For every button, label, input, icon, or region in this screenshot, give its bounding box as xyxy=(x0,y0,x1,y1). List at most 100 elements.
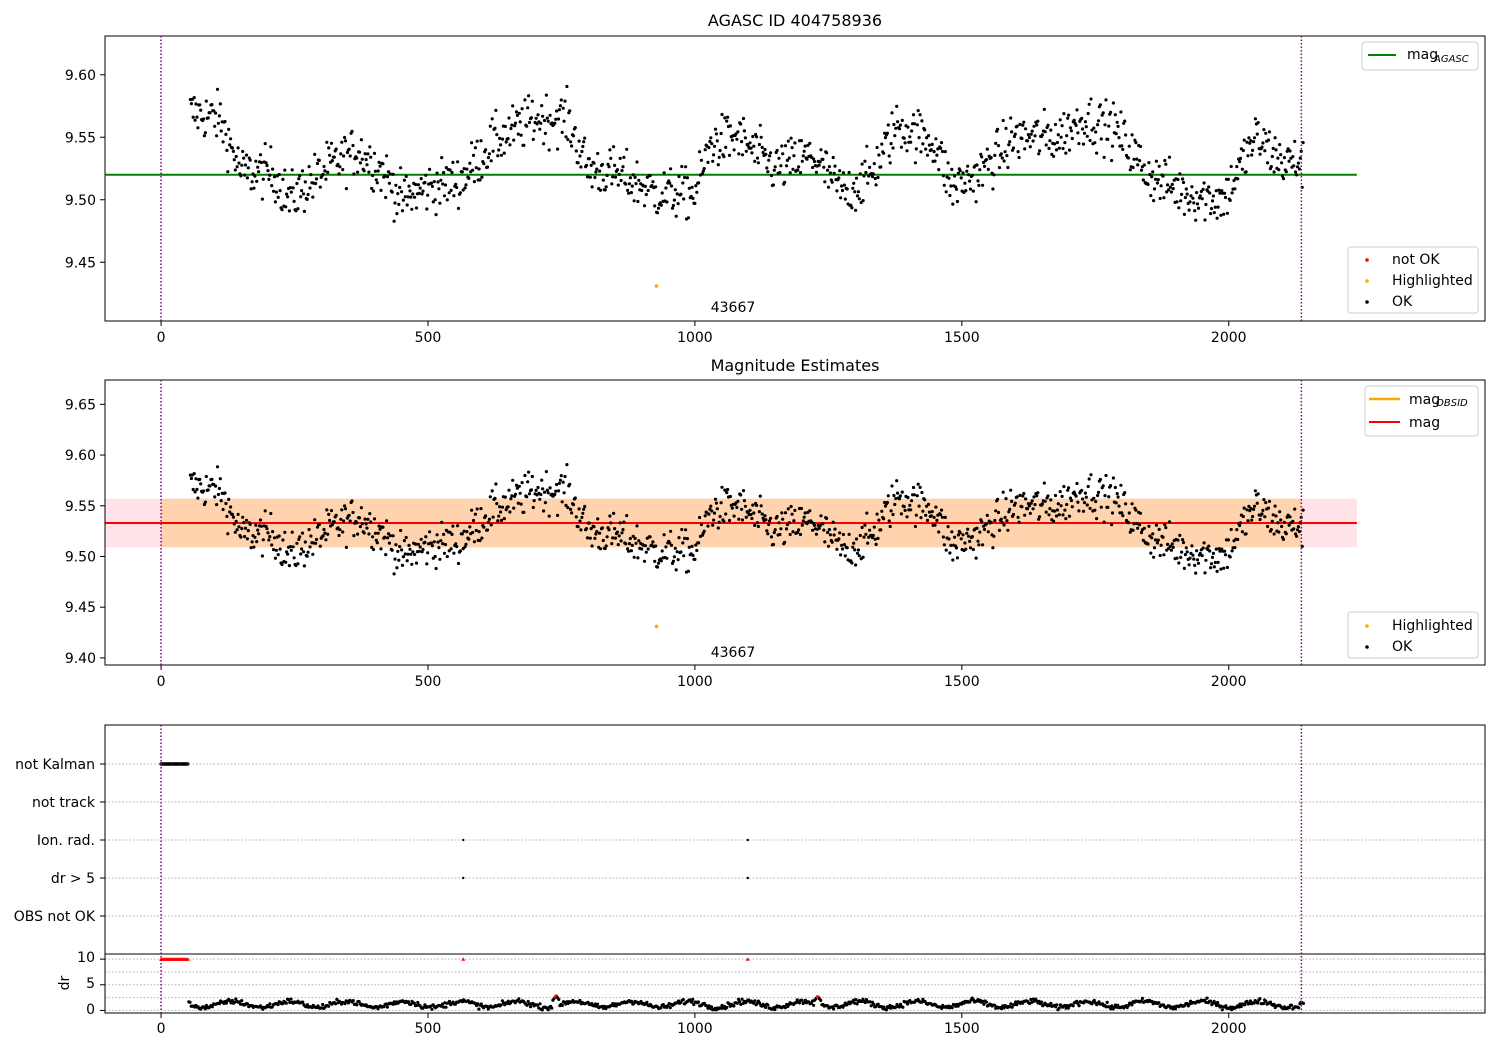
ok-point xyxy=(1256,121,1260,125)
ok-point xyxy=(540,104,544,108)
ok-point xyxy=(487,517,491,521)
ok-point xyxy=(328,518,332,523)
dr-point xyxy=(385,1005,389,1009)
ok-point xyxy=(1212,211,1216,215)
ok-point xyxy=(1054,148,1059,152)
ok-point xyxy=(1291,519,1295,524)
ok-point xyxy=(1008,140,1012,144)
ok-point xyxy=(300,531,305,535)
ok-point xyxy=(193,118,197,122)
ok-point xyxy=(283,530,287,535)
ok-point xyxy=(305,197,309,201)
ok-point xyxy=(1069,129,1073,133)
ok-point xyxy=(1018,493,1022,497)
ok-point xyxy=(245,537,249,541)
ok-point xyxy=(690,544,694,549)
ok-point xyxy=(764,518,768,522)
ok-point xyxy=(337,533,341,538)
ok-point xyxy=(887,154,891,158)
ok-point xyxy=(974,200,978,204)
ok-point xyxy=(1167,155,1172,159)
ok-point xyxy=(1225,211,1229,215)
ok-point xyxy=(1110,158,1114,163)
ok-point xyxy=(544,93,549,97)
ok-point xyxy=(527,94,531,98)
ok-point xyxy=(933,523,937,527)
ok-point xyxy=(892,493,896,498)
ok-point xyxy=(240,163,244,167)
ok-point xyxy=(410,207,414,211)
ok-point xyxy=(360,522,364,526)
dr-point xyxy=(355,1003,359,1007)
ok-point xyxy=(337,172,341,176)
ok-point xyxy=(417,191,421,195)
x-tick-label: 2000 xyxy=(1211,674,1247,690)
ok-point xyxy=(577,139,581,143)
ok-point xyxy=(676,558,680,562)
ok-point xyxy=(1184,546,1188,550)
ok-point xyxy=(1244,532,1248,536)
ok-point xyxy=(769,516,773,520)
ok-point xyxy=(680,527,684,532)
dr-point xyxy=(758,1001,762,1005)
ok-point xyxy=(511,478,515,482)
ok-point xyxy=(1187,563,1191,567)
ok-point xyxy=(1291,155,1295,159)
ok-point xyxy=(431,200,435,204)
ok-point xyxy=(294,209,298,213)
ok-point xyxy=(861,555,865,559)
ok-point xyxy=(488,495,492,499)
ok-point xyxy=(430,184,434,188)
ok-point xyxy=(902,505,906,509)
ok-point xyxy=(225,148,229,152)
ok-point xyxy=(1158,553,1162,558)
dr-point xyxy=(537,1006,541,1010)
ok-point xyxy=(1272,170,1276,174)
dr-point xyxy=(550,1006,554,1010)
ok-point xyxy=(1217,188,1221,192)
ok-point xyxy=(888,524,892,529)
ok-point xyxy=(621,528,625,532)
ok-point xyxy=(1124,502,1128,506)
ok-point xyxy=(749,146,753,150)
ok-point xyxy=(559,474,563,478)
ok-point xyxy=(796,168,800,172)
ok-point xyxy=(1181,177,1185,181)
ok-point xyxy=(1101,484,1105,488)
ok-point xyxy=(1063,508,1067,512)
ok-point xyxy=(1238,523,1242,528)
ok-point xyxy=(213,495,217,499)
agasc-panel: AGASC ID 404758936 9.459.509.559.600 500 1… xyxy=(65,11,1486,346)
ok-point xyxy=(951,558,955,562)
ok-point xyxy=(372,151,377,155)
ok-point xyxy=(1295,173,1299,177)
ok-point xyxy=(525,495,529,499)
ok-point xyxy=(814,170,819,174)
ok-point xyxy=(1250,153,1254,157)
ok-point xyxy=(750,151,754,155)
ok-point xyxy=(235,165,239,169)
ok-point xyxy=(484,148,488,152)
ok-point xyxy=(873,537,877,541)
ok-point xyxy=(1196,206,1201,210)
ok-point xyxy=(531,137,535,141)
ok-point xyxy=(1037,517,1041,521)
ok-point xyxy=(1060,124,1064,128)
ok-point xyxy=(1021,123,1025,127)
ok-point xyxy=(941,535,946,539)
ok-point xyxy=(474,166,478,170)
ok-point xyxy=(874,542,878,547)
ok-point xyxy=(891,512,895,517)
ok-point xyxy=(626,188,630,192)
ok-point xyxy=(1134,508,1138,512)
ok-point xyxy=(556,117,561,121)
ok-point xyxy=(1149,551,1153,555)
ok-point xyxy=(1149,194,1153,198)
ok-point xyxy=(1182,566,1186,571)
ok-point xyxy=(1215,216,1219,220)
ok-point xyxy=(1094,499,1098,504)
ok-point xyxy=(1203,218,1207,222)
ok-point xyxy=(432,540,436,544)
ok-point xyxy=(1253,489,1257,493)
ok-point xyxy=(620,531,624,535)
